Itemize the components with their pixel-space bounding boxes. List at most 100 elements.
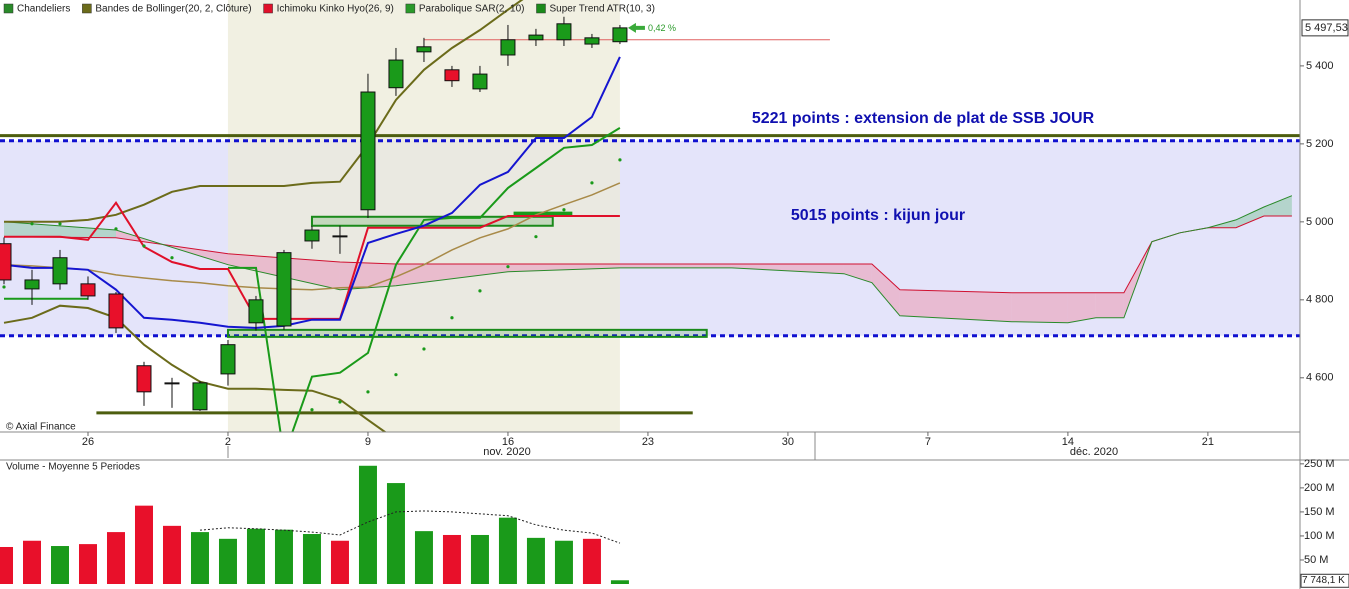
y-tick-label: 5 400 <box>1306 60 1334 72</box>
y-tick-label: 4 800 <box>1306 294 1334 306</box>
change-label: 0,42 % <box>648 23 676 33</box>
legend-swatch <box>405 3 416 14</box>
volume-bar <box>218 538 237 584</box>
x-tick-label: 21 <box>1202 436 1214 448</box>
sar-dot <box>310 408 314 412</box>
sar-dot <box>450 316 454 320</box>
y-tick-label: 4 600 <box>1306 372 1334 384</box>
last-volume-label: 7 748,1 K <box>1302 575 1345 586</box>
volume-bar <box>106 532 125 584</box>
candle-body <box>416 46 432 53</box>
candle-body <box>80 283 96 297</box>
candle-body <box>528 34 544 41</box>
candle-body <box>360 91 376 211</box>
sar-dot <box>58 222 62 226</box>
candle-body <box>0 243 12 281</box>
candle-body <box>192 382 208 411</box>
candle-body <box>220 344 236 375</box>
candle-body <box>584 37 600 45</box>
volume-bar <box>0 546 14 584</box>
volume-bar <box>302 534 321 584</box>
sar-dot <box>366 390 370 394</box>
volume-bar <box>498 517 517 584</box>
cloud-segment <box>339 262 396 290</box>
y-tick-label: 5 000 <box>1306 216 1334 228</box>
legend-label: Ichimoku Kinko Hyo(26, 9) <box>277 4 394 15</box>
candle-body <box>612 27 628 43</box>
cloud-segment <box>507 263 620 272</box>
volume-bar <box>442 534 461 584</box>
annotation: 5221 points : extension de plat de SSB J… <box>752 110 1095 127</box>
candle-body <box>24 279 40 290</box>
x-tick-label: 30 <box>782 436 794 448</box>
sar-dot <box>2 285 6 289</box>
sar-dot <box>478 289 482 293</box>
sar-dot <box>422 347 426 351</box>
volume-bar <box>23 540 42 584</box>
cloud-segment <box>395 263 508 286</box>
cloud-span-b <box>3 195 1293 324</box>
volume-bar <box>162 525 181 584</box>
legend-label: Chandeliers <box>17 4 70 15</box>
tenkan <box>3 56 621 329</box>
sar-dot <box>534 235 538 239</box>
cloud-segment <box>1067 292 1096 323</box>
cloud-segment <box>1235 207 1264 228</box>
last-price-label: 5 497,53 <box>1305 22 1348 34</box>
cloud-segment <box>4 221 116 238</box>
cloud-segment <box>619 263 732 268</box>
x-tick-label: 7 <box>925 436 931 448</box>
volume-bar <box>358 465 377 584</box>
sar-dot <box>506 265 510 269</box>
price-panel <box>0 0 1300 432</box>
volume-bar <box>526 537 545 584</box>
y-tick-label: 150 M <box>1304 506 1335 518</box>
candle-body <box>164 382 180 385</box>
last-price-box <box>1301 19 1349 37</box>
legend-label: Parabolique SAR(2, 10) <box>419 4 525 15</box>
cloud-segment <box>1263 195 1292 216</box>
candle-body <box>276 252 292 327</box>
candle-body <box>556 23 572 41</box>
volume-bar <box>330 540 349 584</box>
candle-body <box>108 293 124 329</box>
volume-bar <box>190 532 209 584</box>
x-tick-label: 16 <box>502 436 514 448</box>
volume-title: Volume - Moyenne 5 Periodes <box>6 462 140 473</box>
volume-bar <box>134 505 153 584</box>
candle-body <box>304 229 320 242</box>
volume-bar <box>386 483 405 584</box>
candle-body <box>332 235 348 238</box>
y-tick-label: 5 200 <box>1306 138 1334 150</box>
candle-body <box>136 365 152 393</box>
legend-label: Bandes de Bollinger(20, 2, Clôture) <box>95 4 251 15</box>
last-volume-box <box>1300 573 1349 588</box>
legend-swatch <box>263 3 273 14</box>
x-tick-label: 9 <box>365 436 371 448</box>
legend-label: Super Trend ATR(10, 3) <box>549 4 654 15</box>
y-tick-label: 50 M <box>1304 554 1328 566</box>
x-tick-label: 2 <box>225 436 231 448</box>
x-tick-label: 14 <box>1062 436 1074 448</box>
x-tick-label: 26 <box>82 436 94 448</box>
y-tick-label: 100 M <box>1304 530 1335 542</box>
sar-dot <box>30 222 34 226</box>
x-tick-label: 23 <box>642 436 654 448</box>
sar-dot <box>562 208 566 212</box>
cloud-segment <box>871 263 900 316</box>
annotation: 5015 points : kijun jour <box>791 207 965 224</box>
cloud-segment <box>731 263 844 274</box>
volume-bar <box>50 546 69 584</box>
volume-bar <box>554 540 573 584</box>
month-label: nov. 2020 <box>483 446 531 458</box>
sar-dot <box>114 227 118 231</box>
volume-average <box>199 510 621 544</box>
bollinger-middle <box>3 182 621 291</box>
candle-body <box>500 39 516 56</box>
sar-dot <box>590 181 594 185</box>
legend-swatch <box>536 3 546 14</box>
sar-dot <box>170 256 174 260</box>
candle-body <box>388 59 404 89</box>
volume-bar <box>582 538 601 584</box>
